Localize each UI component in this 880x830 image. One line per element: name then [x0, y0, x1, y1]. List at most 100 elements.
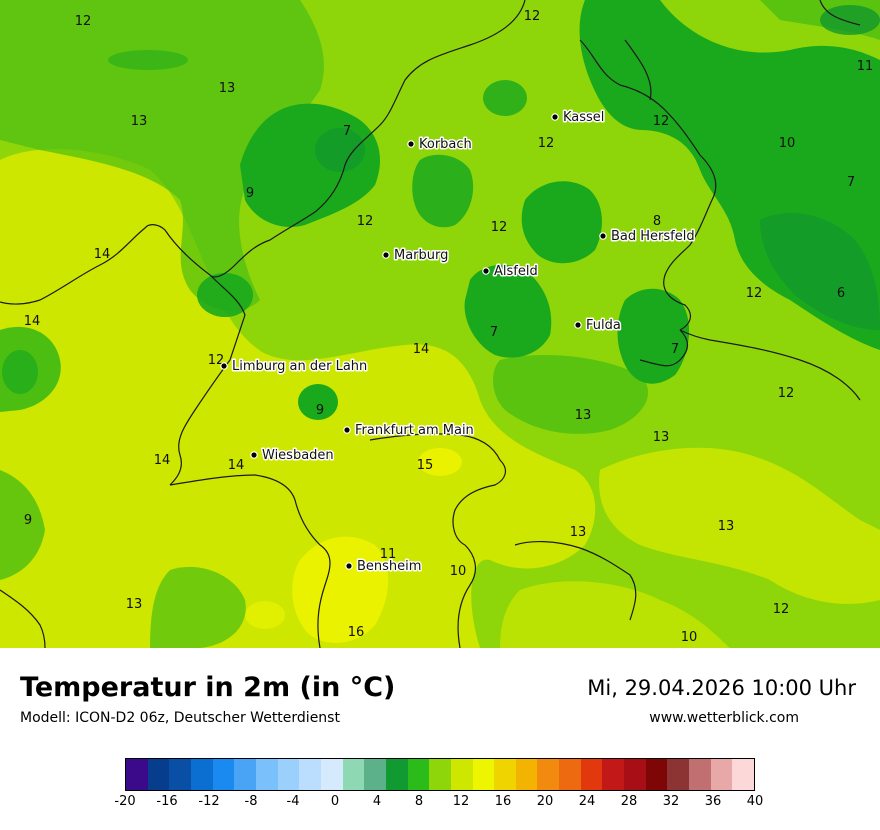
- legend-swatch: [277, 759, 300, 790]
- legend-tick-labels: -20 -16 -12 -8 -4 0 4 8 12 16 20 24 28 32 36 40: [0, 794, 880, 814]
- legend-swatch: [407, 759, 430, 790]
- temperature-label: 7: [490, 325, 498, 340]
- temperature-label: 13: [718, 519, 735, 534]
- legend-swatch: [255, 759, 278, 790]
- temperature-label: 12: [524, 9, 541, 24]
- temperature-label: 14: [94, 247, 111, 262]
- legend-tick-label: 32: [662, 794, 680, 809]
- temperature-label: 14: [228, 458, 245, 473]
- temperature-label: 13: [570, 525, 587, 540]
- legend-tick-label: 40: [746, 794, 764, 809]
- temperature-label: 12: [653, 114, 670, 129]
- legend-swatch: [320, 759, 343, 790]
- temperature-map: 12 12 11 13 13 7 12 12 10 7 9 12 12 8 14 14 12 6 7 14 7 12 12 9…: [0, 0, 880, 648]
- temperature-label: 14: [413, 342, 430, 357]
- legend-swatch: [537, 759, 560, 790]
- color-scale-legend: [125, 758, 755, 791]
- map-title: Temperatur in 2m (in °C): [20, 672, 396, 703]
- map-canvas: 12 12 11 13 13 7 12 12 10 7 9 12 12 8 14 14 12 6 7 14 7 12 12 9…: [0, 0, 880, 648]
- legend-tick-label: -16: [156, 794, 178, 809]
- temperature-label: 16: [348, 625, 365, 640]
- legend-swatch: [450, 759, 473, 790]
- temperature-label: 12: [357, 214, 374, 229]
- legend-swatch: [299, 759, 321, 790]
- legend-tick-label: 4: [372, 794, 382, 809]
- legend-swatch: [472, 759, 495, 790]
- temperature-label: 12: [491, 220, 508, 235]
- temperature-label: 7: [671, 342, 679, 357]
- temperature-label: 6: [837, 286, 845, 301]
- city-marker: Korbach: [407, 136, 473, 154]
- legend-tick-label: 8: [414, 794, 424, 809]
- forecast-datetime: Mi, 29.04.2026 10:00 Uhr: [587, 676, 856, 700]
- legend-swatch: [169, 759, 191, 790]
- city-dot-icon: [220, 362, 228, 370]
- legend-swatch: [429, 759, 451, 790]
- legend-swatch: [147, 759, 170, 790]
- temperature-label: 12: [773, 602, 790, 617]
- temperature-label: 10: [450, 564, 467, 579]
- temperature-label: 9: [24, 513, 32, 528]
- legend-swatch: [602, 759, 625, 790]
- city-name: Fulda: [586, 318, 621, 333]
- temperature-label: 13: [653, 430, 670, 445]
- temperature-label: 15: [417, 458, 434, 473]
- city-name: Frankfurt am Main: [355, 423, 474, 438]
- legend-tick-label: -12: [198, 794, 220, 809]
- legend-swatch: [559, 759, 581, 790]
- city-dot-icon: [407, 140, 415, 148]
- administrative-borders: [0, 0, 861, 648]
- map-footer: Temperatur in 2m (in °C) Modell: ICON-D2…: [0, 648, 880, 830]
- temperature-label: 10: [779, 136, 796, 151]
- legend-tick-label: 12: [452, 794, 470, 809]
- city-marker: Frankfurt am Main: [343, 422, 475, 440]
- legend-tick-label: 36: [704, 794, 722, 809]
- city-marker: Bensheim: [345, 558, 423, 576]
- temperature-label: 14: [154, 453, 171, 468]
- temperature-label: 7: [847, 175, 855, 190]
- city-dot-icon: [482, 267, 490, 275]
- lime-areas: [0, 149, 880, 648]
- legend-tick-label: -20: [114, 794, 136, 809]
- legend-swatch: [494, 759, 516, 790]
- city-marker: Wiesbaden: [250, 447, 335, 465]
- temperature-label: 12: [538, 136, 555, 151]
- city-name: Bad Hersfeld: [611, 229, 695, 244]
- city-dot-icon: [551, 113, 559, 121]
- city-name: Wiesbaden: [262, 448, 334, 463]
- model-source: Modell: ICON-D2 06z, Deutscher Wetterdie…: [20, 710, 340, 726]
- yellow-areas: [245, 448, 462, 643]
- city-dot-icon: [343, 426, 351, 434]
- city-name: Alsfeld: [494, 264, 538, 279]
- city-dot-icon: [250, 451, 258, 459]
- city-marker: Alsfeld: [482, 263, 539, 281]
- temperature-label: 8: [653, 214, 661, 229]
- legend-tick-label: 16: [494, 794, 512, 809]
- legend-swatch: [234, 759, 256, 790]
- legend-swatch: [342, 759, 365, 790]
- legend-tick-label: 24: [578, 794, 596, 809]
- legend-swatch: [126, 759, 148, 790]
- temperature-label: 13: [131, 114, 148, 129]
- legend-swatch: [689, 759, 711, 790]
- legend-swatch: [732, 759, 755, 790]
- city-marker: Limburg an der Lahn: [220, 358, 369, 376]
- legend-tick-label: 20: [536, 794, 554, 809]
- temperature-label: 11: [857, 59, 874, 74]
- temperature-label: 12: [208, 353, 225, 368]
- city-dot-icon: [382, 251, 390, 259]
- legend-swatch: [515, 759, 538, 790]
- temperature-label: 9: [246, 186, 254, 201]
- legend-tick-label: 0: [330, 794, 340, 809]
- city-dot-icon: [345, 562, 353, 570]
- temperature-label: 11: [380, 547, 397, 562]
- city-name: Korbach: [419, 137, 472, 152]
- legend-tick-label: -8: [244, 794, 258, 809]
- website-link[interactable]: www.wetterblick.com: [649, 710, 799, 726]
- legend-tick-label: 28: [620, 794, 638, 809]
- temperature-label: 12: [778, 386, 795, 401]
- city-dot-icon: [574, 321, 582, 329]
- legend-swatch: [624, 759, 646, 790]
- city-name: Bensheim: [357, 559, 421, 574]
- temperature-label: 13: [126, 597, 143, 612]
